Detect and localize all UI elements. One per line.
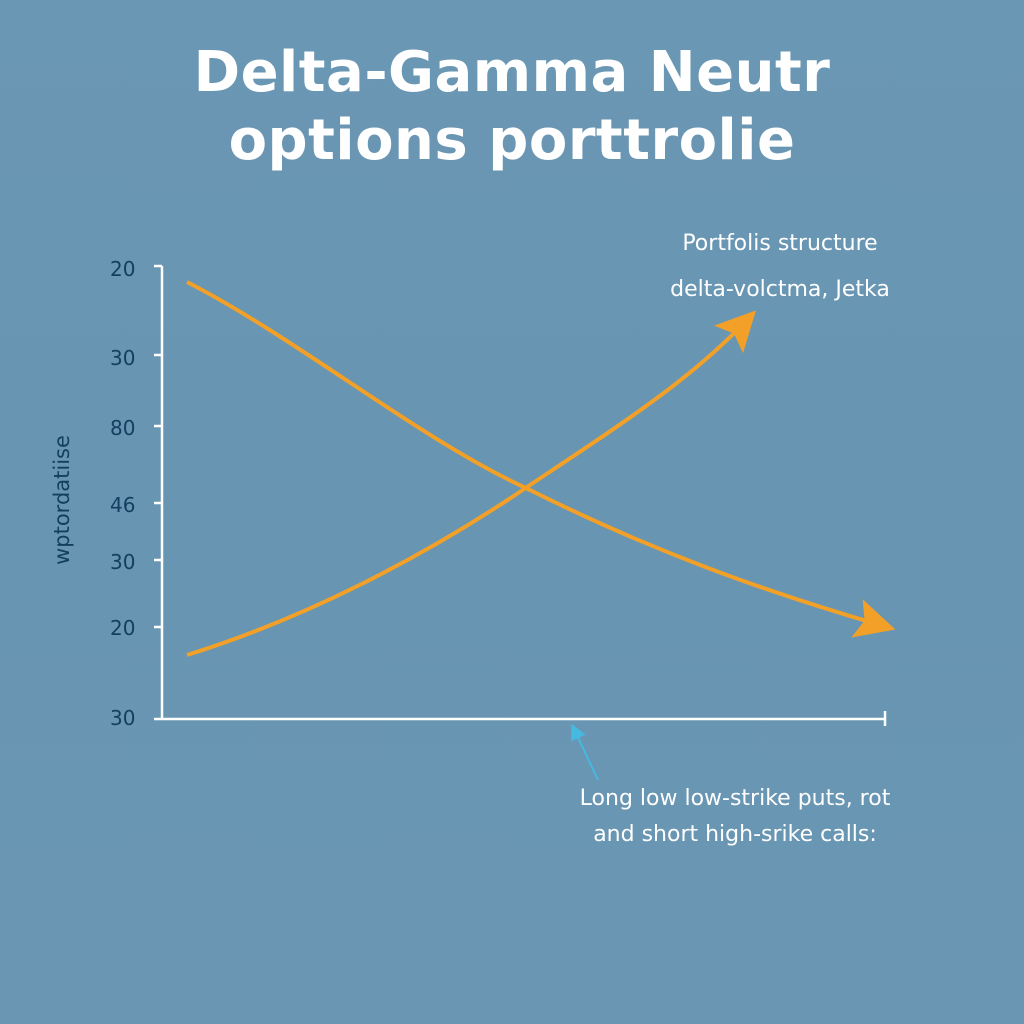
y-tick-label: 80 (110, 416, 136, 440)
chart-title-line2: options porttrolie (228, 108, 796, 173)
y-tick-label: 30 (110, 346, 136, 370)
chart-title-line1: Delta-Gamma Neutr (193, 40, 831, 105)
annotation-bottom-line1: Long low low-strike puts, rot (579, 786, 891, 811)
y-tick-label: 46 (110, 493, 136, 517)
pointer-arrow (571, 723, 599, 781)
increasing-curve (186, 310, 757, 657)
decreasing-curve (186, 280, 896, 638)
y-axis (154, 264, 164, 719)
annotation-top-line1: Portfolis structure (682, 231, 878, 256)
y-tick-label: 30 (110, 706, 136, 730)
annotation-bottom-line2: and short high-srike calls: (593, 822, 877, 847)
y-tick-label: 20 (110, 616, 136, 640)
y-tick-label: 20 (110, 257, 136, 281)
y-tick-label: 30 (110, 550, 136, 574)
x-axis (154, 711, 887, 726)
annotation-top-line2: delta-volctma, Jetka (670, 277, 890, 302)
